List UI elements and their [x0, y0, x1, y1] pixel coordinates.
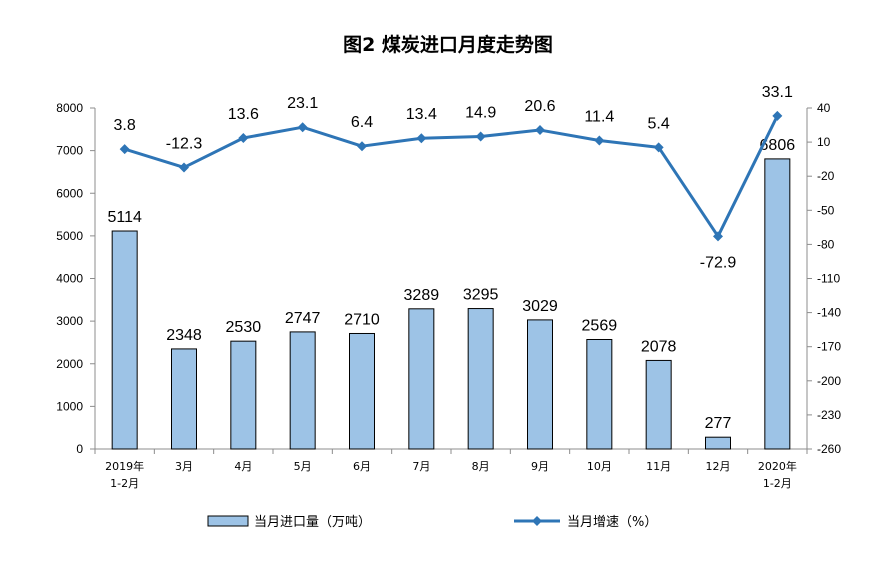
bar — [171, 348, 197, 450]
right-tick-label: -230 — [817, 408, 841, 422]
line-point-marker — [535, 125, 545, 136]
legend-line-label: 当月增速（%） — [567, 515, 657, 530]
line-data-label: 33.1 — [762, 84, 793, 101]
line-data-label: 13.6 — [228, 106, 259, 123]
bar — [586, 338, 613, 450]
line-point-marker — [594, 135, 605, 146]
right-tick-label: -170 — [817, 340, 841, 354]
line-data-label: 11.4 — [584, 109, 614, 126]
x-category-label: 1-2月 — [110, 477, 139, 490]
x-category-label: 1-2月 — [763, 477, 792, 490]
left-tick-label: 2000 — [56, 357, 83, 371]
right-tick-label: -20 — [817, 169, 835, 183]
left-tick-label: 7000 — [56, 144, 83, 158]
line-point-marker — [179, 162, 189, 173]
line-point-marker — [475, 131, 486, 142]
right-tick-label: 40 — [817, 101, 831, 115]
bar — [289, 331, 316, 450]
bar-data-label: 3029 — [522, 298, 558, 315]
left-tick-label: 0 — [76, 442, 83, 456]
line-data-label: 5.4 — [648, 115, 670, 132]
bar — [764, 158, 791, 450]
bar — [230, 340, 257, 450]
line-data-label: -72.9 — [700, 254, 737, 271]
line-point-marker — [238, 133, 249, 144]
x-category-label: 12月 — [706, 460, 731, 473]
bar-data-label: 2348 — [166, 327, 202, 344]
right-tick-label: 10 — [817, 135, 831, 149]
x-category-label: 11月 — [646, 460, 671, 473]
bar-data-label: 6806 — [760, 137, 796, 154]
right-tick-label: -50 — [817, 203, 835, 217]
left-tick-label: 3000 — [56, 314, 83, 328]
legend-line-marker — [532, 516, 542, 526]
line-data-label: 13.4 — [406, 106, 437, 123]
bar-data-label: 2710 — [344, 311, 380, 328]
line-point-marker — [119, 144, 130, 155]
left-tick-label: 8000 — [56, 101, 83, 115]
line-data-label: 20.6 — [524, 98, 555, 115]
line-data-label: 6.4 — [351, 114, 373, 131]
bar — [645, 359, 672, 450]
left-tick-label: 5000 — [56, 229, 83, 243]
line-point-marker — [772, 110, 783, 121]
left-tick-label: 1000 — [56, 399, 83, 413]
bar-data-label: 5114 — [107, 209, 142, 226]
legend-bar-swatch — [207, 515, 249, 527]
bar — [111, 230, 138, 450]
bar — [349, 332, 375, 450]
line-data-label: 3.8 — [114, 117, 136, 134]
right-tick-label: -200 — [817, 374, 841, 388]
bar — [408, 308, 435, 450]
x-category-label: 4月 — [234, 460, 252, 473]
left-tick-label: 4000 — [56, 272, 83, 286]
right-tick-label: -80 — [817, 237, 835, 251]
bar-data-label: 3295 — [463, 287, 499, 304]
growth-rate-line — [124, 115, 779, 238]
bar-data-label: 3289 — [404, 287, 440, 304]
x-category-label: 5月 — [294, 460, 312, 473]
line-point-marker — [713, 231, 723, 242]
left-tick-label: 6000 — [56, 186, 83, 200]
bar-data-label: 2078 — [641, 338, 677, 355]
line-data-label: 23.1 — [287, 95, 318, 112]
x-category-label: 2019年 — [105, 459, 144, 473]
x-category-label: 7月 — [412, 460, 430, 473]
chart-title: 图2 煤炭进口月度走势图 — [343, 34, 553, 56]
bar-data-label: 277 — [705, 415, 732, 432]
bar-data-label: 2530 — [226, 319, 262, 336]
x-category-label: 8月 — [472, 460, 490, 473]
line-point-marker — [357, 141, 367, 152]
line-data-label: -12.3 — [166, 135, 203, 152]
bar-data-label: 2569 — [582, 317, 618, 334]
x-category-label: 10月 — [587, 460, 612, 473]
right-tick-label: -260 — [817, 442, 841, 456]
line-point-marker — [653, 142, 664, 153]
x-category-label: 3月 — [175, 460, 193, 473]
bar — [527, 319, 553, 450]
legend-bar-label: 当月进口量（万吨） — [254, 515, 371, 530]
x-category-label: 9月 — [531, 460, 549, 473]
bar-data-label: 2747 — [285, 310, 321, 327]
right-tick-label: -110 — [817, 272, 840, 286]
line-point-marker — [297, 122, 308, 133]
bar — [467, 308, 494, 450]
line-data-label: 14.9 — [465, 105, 496, 122]
line-point-marker — [416, 133, 427, 144]
x-category-label: 2020年 — [758, 459, 797, 473]
bar — [705, 436, 731, 450]
right-tick-label: -140 — [817, 306, 841, 320]
x-category-label: 6月 — [353, 460, 371, 473]
